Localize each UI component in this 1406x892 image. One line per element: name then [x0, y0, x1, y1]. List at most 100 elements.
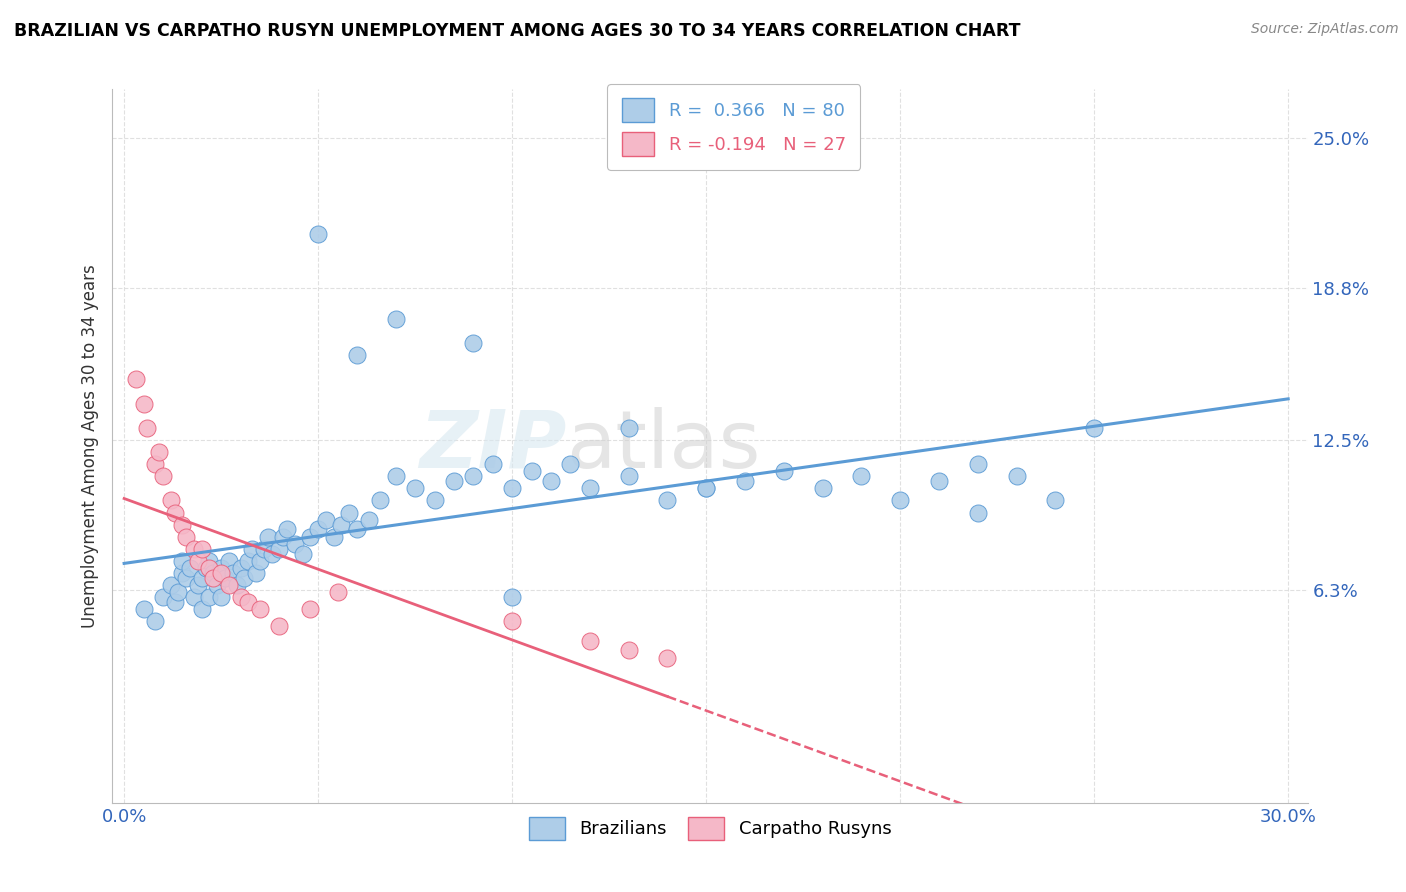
- Point: [291, 547, 314, 561]
- Point: [501, 481, 523, 495]
- Point: [143, 615, 166, 629]
- Point: [1005, 469, 1028, 483]
- Point: [172, 517, 194, 532]
- Point: [214, 571, 236, 585]
- Point: [174, 530, 197, 544]
- Point: [225, 578, 247, 592]
- Point: [322, 530, 344, 544]
- Point: [578, 481, 600, 495]
- Point: [481, 457, 503, 471]
- Point: [560, 457, 582, 471]
- Point: [1083, 421, 1105, 435]
- Point: [198, 554, 221, 568]
- Point: [152, 469, 174, 483]
- Point: [245, 566, 267, 580]
- Point: [132, 602, 155, 616]
- Point: [368, 493, 391, 508]
- Point: [233, 571, 256, 585]
- Point: [209, 590, 232, 604]
- Point: [163, 595, 186, 609]
- Point: [240, 541, 263, 556]
- Point: [501, 590, 523, 604]
- Point: [540, 474, 562, 488]
- Point: [337, 506, 360, 520]
- Point: [207, 578, 229, 592]
- Text: BRAZILIAN VS CARPATHO RUSYN UNEMPLOYMENT AMONG AGES 30 TO 34 YEARS CORRELATION C: BRAZILIAN VS CARPATHO RUSYN UNEMPLOYMENT…: [14, 22, 1021, 40]
- Point: [190, 571, 212, 585]
- Point: [229, 561, 252, 575]
- Point: [249, 554, 271, 568]
- Point: [253, 541, 276, 556]
- Point: [384, 469, 406, 483]
- Point: [404, 481, 426, 495]
- Point: [148, 445, 170, 459]
- Point: [125, 372, 148, 386]
- Point: [851, 469, 873, 483]
- Point: [218, 554, 240, 568]
- Point: [260, 547, 283, 561]
- Point: [222, 566, 245, 580]
- Point: [172, 554, 194, 568]
- Point: [238, 595, 260, 609]
- Point: [463, 336, 485, 351]
- Point: [159, 493, 181, 508]
- Y-axis label: Unemployment Among Ages 30 to 34 years: Unemployment Among Ages 30 to 34 years: [80, 264, 98, 628]
- Point: [889, 493, 911, 508]
- Point: [269, 541, 291, 556]
- Point: [384, 312, 406, 326]
- Point: [811, 481, 834, 495]
- Point: [346, 348, 368, 362]
- Point: [271, 530, 294, 544]
- Point: [578, 633, 600, 648]
- Point: [423, 493, 446, 508]
- Point: [443, 474, 465, 488]
- Point: [617, 643, 640, 657]
- Point: [299, 530, 322, 544]
- Point: [284, 537, 307, 551]
- Point: [198, 590, 221, 604]
- Point: [326, 585, 349, 599]
- Point: [617, 421, 640, 435]
- Point: [276, 523, 298, 537]
- Point: [194, 561, 217, 575]
- Point: [734, 474, 756, 488]
- Point: [269, 619, 291, 633]
- Point: [179, 561, 201, 575]
- Point: [143, 457, 166, 471]
- Point: [190, 602, 212, 616]
- Point: [183, 541, 205, 556]
- Point: [657, 650, 679, 665]
- Point: [159, 578, 181, 592]
- Point: [966, 506, 988, 520]
- Point: [190, 541, 212, 556]
- Point: [218, 578, 240, 592]
- Point: [357, 513, 380, 527]
- Text: atlas: atlas: [567, 407, 761, 485]
- Point: [346, 523, 368, 537]
- Text: ZIP: ZIP: [419, 407, 567, 485]
- Point: [315, 513, 337, 527]
- Text: Source: ZipAtlas.com: Source: ZipAtlas.com: [1251, 22, 1399, 37]
- Point: [657, 493, 679, 508]
- Point: [163, 506, 186, 520]
- Point: [256, 530, 278, 544]
- Point: [136, 421, 159, 435]
- Point: [307, 523, 329, 537]
- Point: [132, 397, 155, 411]
- Point: [928, 474, 950, 488]
- Point: [238, 554, 260, 568]
- Point: [187, 578, 209, 592]
- Point: [174, 571, 197, 585]
- Point: [249, 602, 271, 616]
- Point: [617, 469, 640, 483]
- Point: [209, 566, 232, 580]
- Point: [229, 590, 252, 604]
- Point: [299, 602, 322, 616]
- Point: [501, 615, 523, 629]
- Point: [463, 469, 485, 483]
- Point: [202, 571, 225, 585]
- Point: [330, 517, 353, 532]
- Point: [202, 566, 225, 580]
- Point: [209, 561, 232, 575]
- Point: [307, 227, 329, 242]
